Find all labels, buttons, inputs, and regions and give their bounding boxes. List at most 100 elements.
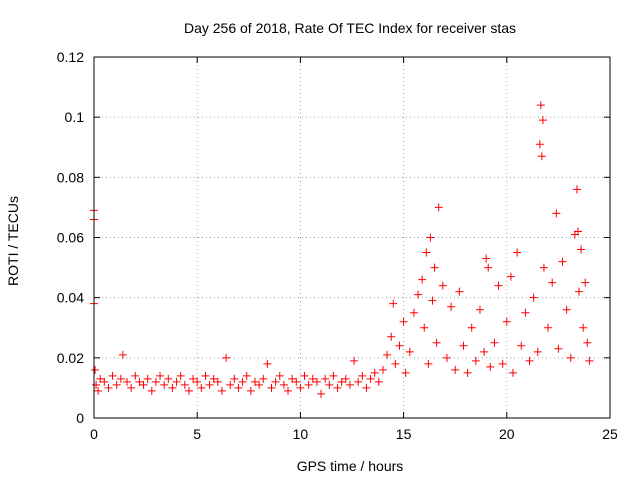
data-point [127,383,136,392]
data-point [217,386,226,395]
data-point [362,383,371,392]
data-point [536,101,545,110]
data-point [250,377,259,386]
data-point [116,374,125,383]
data-point [370,368,379,377]
data-point [123,377,132,386]
data-point [447,302,456,311]
data-point [337,377,346,386]
data-point [424,359,433,368]
data-point [151,377,160,386]
data-point [502,317,511,326]
data-point [537,152,546,161]
data-point [197,383,206,392]
data-point [312,377,321,386]
data-point [405,347,414,356]
data-point [230,374,239,383]
data-point [131,371,140,380]
data-point [383,350,392,359]
x-tick-label: 25 [602,426,618,442]
data-point [234,383,243,392]
data-point [263,359,272,368]
data-point [508,368,517,377]
data-point [92,380,101,389]
data-point [275,371,284,380]
data-point [506,272,515,281]
data-point [104,383,113,392]
data-point [459,341,468,350]
y-tick-label: 0 [76,410,84,426]
data-point [533,347,542,356]
data-point [341,374,350,383]
data-point [350,356,359,365]
data-point [259,374,268,383]
data-point [521,308,530,317]
data-point [585,356,594,365]
data-point [201,371,210,380]
data-point [325,380,334,389]
data-point [422,248,431,257]
data-point [554,344,563,353]
data-point [189,374,198,383]
y-tick-label: 0.1 [65,109,85,125]
data-point [583,338,592,347]
data-point [434,203,443,212]
data-point [572,185,581,194]
data-point [91,365,100,374]
x-axis: 0 5 10 15 20 25 [90,57,618,442]
data-point [209,374,218,383]
x-tick-label: 10 [293,426,309,442]
data-point [451,365,460,374]
data-point [321,374,330,383]
data-point [442,353,451,362]
data-point [180,380,189,389]
data-point [455,287,464,296]
data-point [420,323,429,332]
data-point [552,209,561,218]
x-tick-label: 15 [396,426,412,442]
data-point [147,386,156,395]
data-point [193,377,202,386]
x-tick-label: 20 [499,426,515,442]
data-point [577,245,586,254]
data-points [90,101,594,398]
grid-lines [94,57,610,418]
data-point [494,281,503,290]
x-axis-title: GPS time / hours [297,458,404,474]
data-point [395,341,404,350]
data-point [94,386,103,395]
data-point [432,338,441,347]
data-point [548,278,557,287]
data-point [168,383,177,392]
y-tick-label: 0.04 [57,290,84,306]
y-tick-label: 0.02 [57,350,84,366]
data-point [238,377,247,386]
y-tick-label: 0.12 [57,49,84,65]
data-point [284,386,293,395]
y-axis-title: ROTI / TECUs [5,196,21,286]
data-point [535,140,544,149]
data-point [374,377,383,386]
y-tick-label: 0.06 [57,230,84,246]
data-point [484,263,493,272]
data-point [112,380,121,389]
data-point [378,365,387,374]
data-point [399,317,408,326]
data-point [296,383,305,392]
data-point [288,374,297,383]
data-point [391,359,400,368]
data-point [480,347,489,356]
data-point [108,371,117,380]
x-tick-label: 5 [193,426,201,442]
data-point [558,257,567,266]
data-point [418,275,427,284]
data-point [172,377,181,386]
data-point [538,116,547,125]
data-point [426,233,435,242]
data-point [482,254,491,263]
data-point [345,380,354,389]
data-point [176,371,185,380]
data-point [401,368,410,377]
data-point [96,374,105,383]
